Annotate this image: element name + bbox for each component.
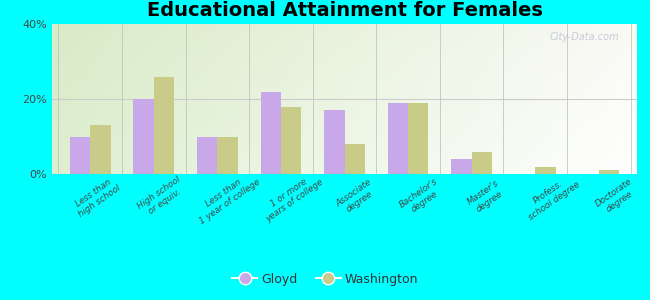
Bar: [535, 167, 556, 174]
Bar: [451, 159, 472, 174]
Title: Educational Attainment for Females: Educational Attainment for Females: [146, 1, 543, 20]
Bar: [197, 136, 217, 174]
Text: Doctorate
degree: Doctorate degree: [593, 177, 640, 217]
Bar: [154, 76, 174, 174]
Bar: [472, 152, 492, 174]
Text: Associate
degree: Associate degree: [334, 177, 379, 217]
Bar: [388, 103, 408, 174]
Text: Less than
high school: Less than high school: [71, 175, 122, 219]
Bar: [324, 110, 345, 174]
Text: 1 or more
years of college: 1 or more years of college: [258, 169, 325, 224]
Bar: [344, 144, 365, 174]
Bar: [90, 125, 110, 174]
Bar: [408, 103, 428, 174]
Bar: [133, 99, 154, 174]
Bar: [261, 92, 281, 174]
Text: Master's
degree: Master's degree: [466, 178, 507, 215]
Text: High school
or equiv.: High school or equiv.: [135, 175, 188, 219]
Text: Less than
1 year of college: Less than 1 year of college: [192, 168, 261, 226]
Bar: [70, 136, 90, 174]
Legend: Gloyd, Washington: Gloyd, Washington: [227, 268, 423, 291]
Text: City-Data.com: City-Data.com: [550, 32, 619, 41]
Text: Bachelor's
degree: Bachelor's degree: [398, 176, 445, 218]
Text: Profess.
school degree: Profess. school degree: [521, 172, 582, 222]
Bar: [217, 136, 238, 174]
Bar: [599, 170, 619, 174]
Bar: [281, 106, 301, 174]
